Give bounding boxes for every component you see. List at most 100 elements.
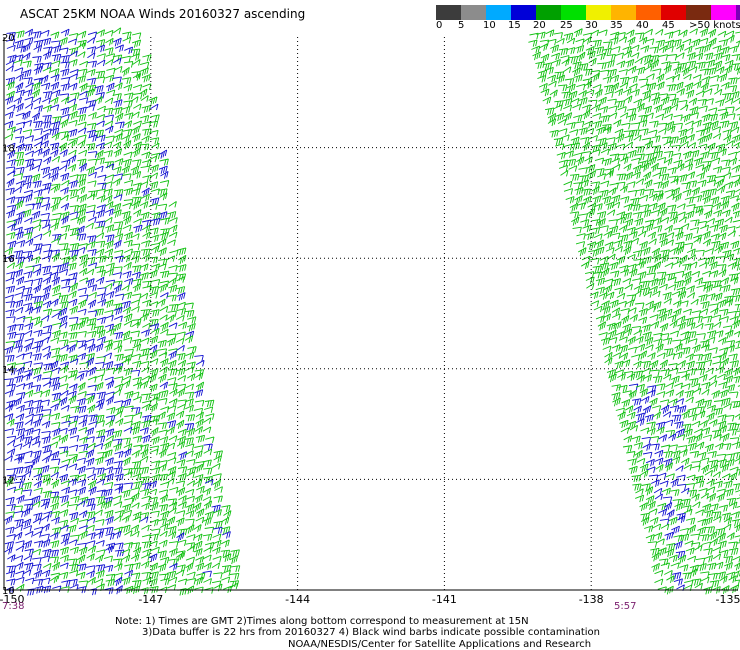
wind-barb (638, 36, 648, 45)
wind-barb (689, 112, 699, 119)
wind-barb (158, 429, 168, 437)
wind-barb (688, 261, 698, 269)
wind-barb (560, 55, 570, 62)
wind-barb (123, 187, 134, 196)
wind-barb (714, 88, 723, 96)
wind-barb (576, 202, 586, 210)
wind-barb (58, 307, 68, 317)
wind-barb (683, 464, 693, 471)
wind-barb (654, 493, 663, 501)
wind-barb (636, 102, 645, 113)
wind-barb (684, 157, 694, 166)
wind-barb (25, 150, 35, 158)
wind-barb (668, 516, 678, 526)
wind-barb (558, 84, 568, 92)
wind-barb (88, 111, 97, 120)
wind-barb (113, 99, 123, 108)
wind-barb (96, 29, 106, 37)
wind-barb (665, 45, 674, 53)
wind-barb (703, 586, 713, 595)
wind-barb (705, 59, 716, 68)
wind-barb (105, 174, 115, 181)
wind-barb (645, 38, 655, 45)
wind-barb (635, 335, 644, 344)
wind-barb (176, 532, 185, 542)
wind-barb (651, 552, 660, 562)
wind-barb (6, 81, 15, 91)
wind-barb (728, 273, 739, 281)
wind-barb (132, 133, 141, 143)
colorbar-label: 25 (560, 20, 573, 31)
wind-barb (697, 563, 707, 572)
wind-barb (673, 300, 682, 308)
wind-barb (123, 313, 133, 323)
wind-barb (5, 95, 14, 105)
wind-barb (691, 465, 701, 472)
wind-barb (712, 361, 722, 368)
wind-barb (702, 352, 712, 361)
wind-barb (717, 232, 727, 241)
wind-barb (664, 348, 674, 356)
wind-barb (131, 111, 140, 118)
wind-barb (141, 224, 151, 233)
wind-barb (642, 451, 653, 459)
wind-barb (681, 373, 690, 381)
wind-barb (538, 69, 548, 78)
wind-barb (77, 382, 86, 392)
wind-barb (202, 570, 212, 578)
wind-barb (178, 495, 187, 503)
wind-barb (148, 488, 158, 496)
wind-barb (717, 373, 726, 381)
wind-barb (24, 503, 34, 511)
wind-barb (702, 281, 712, 289)
wind-barb (538, 82, 548, 91)
wind-barb (69, 73, 78, 80)
wind-barb (59, 562, 69, 570)
wind-barb (631, 474, 641, 483)
colorbar-label: 45 (662, 20, 675, 31)
wind-barb (132, 580, 142, 588)
wind-barb (149, 418, 158, 426)
wind-barb (86, 268, 95, 276)
wind-barb (688, 413, 698, 422)
wind-barb (43, 510, 53, 519)
wind-barb (602, 313, 612, 322)
wind-barb (141, 193, 150, 202)
wind-barb (169, 303, 179, 312)
wind-barb (123, 83, 133, 92)
wind-barb (690, 298, 699, 306)
wind-barb (96, 356, 106, 363)
wind-barb (158, 247, 167, 257)
wind-barb (59, 243, 69, 250)
wind-barb (686, 331, 697, 339)
wind-barb (664, 419, 674, 427)
wind-barb (94, 381, 104, 391)
wind-barb (34, 340, 44, 348)
wind-barb (79, 294, 89, 302)
wind-barb (59, 339, 69, 347)
wind-barb (635, 32, 645, 40)
wind-barb (178, 254, 187, 265)
wind-barb (114, 383, 124, 392)
wind-barb (712, 546, 722, 554)
wind-barb (104, 587, 114, 595)
wind-barb (32, 97, 42, 104)
wind-barb (68, 47, 79, 55)
wind-barb (166, 570, 177, 579)
wind-barb (69, 383, 78, 392)
wind-barb (175, 552, 185, 562)
wind-barb (15, 576, 25, 584)
wind-barb (175, 286, 186, 295)
wind-barb (611, 46, 621, 53)
wind-barb (735, 340, 740, 348)
wind-barb (23, 89, 33, 97)
wind-barb (49, 549, 59, 557)
wind-barb (24, 381, 34, 390)
wind-barb (15, 102, 24, 113)
wind-barb (177, 472, 187, 482)
wind-barb (700, 151, 710, 160)
wind-barb (105, 163, 115, 170)
wind-barb (13, 505, 23, 513)
wind-barb (639, 160, 649, 169)
wind-barb (735, 67, 740, 75)
